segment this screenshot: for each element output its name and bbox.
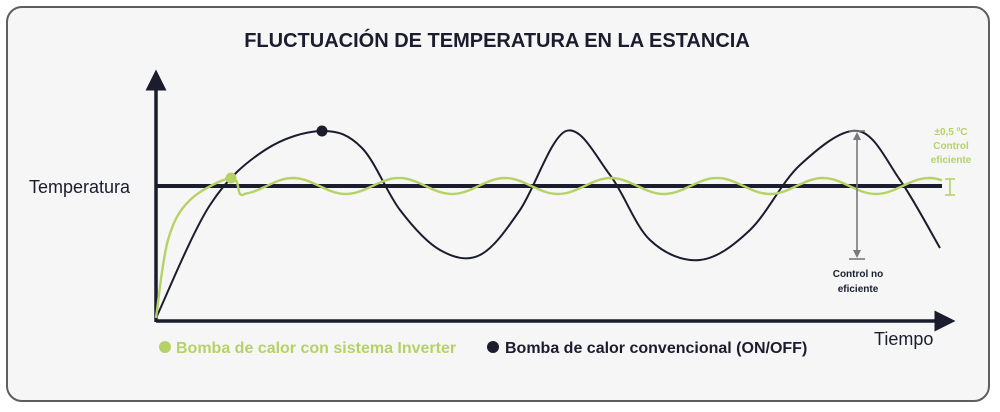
note-efficient-line3: eficiente: [931, 155, 972, 166]
chart-title: FLUCTUACIÓN DE TEMPERATURA EN LA ESTANCI…: [244, 28, 750, 52]
marker-inverter-peak: [225, 172, 237, 184]
y-axis-label: Temperatura: [29, 177, 131, 197]
note-efficient-line1: ±0,5 ºC: [934, 127, 967, 138]
note-inefficient-line1: Control no: [833, 269, 884, 280]
note-efficient-line2: Control: [933, 141, 969, 152]
marker-onoff-peak: [316, 125, 328, 137]
series-line-onoff: [155, 129, 941, 319]
legend-swatch-inverter: [159, 341, 171, 353]
series-line-inverter: [154, 176, 943, 319]
note-inefficient-line2: eficiente: [838, 284, 879, 295]
legend-swatch-onoff: [487, 341, 499, 353]
x-axis-label: Tiempo: [874, 329, 933, 349]
legend-label-inverter: Bomba de calor con sistema Inverter: [176, 340, 456, 357]
chart-card: [6, 6, 990, 402]
legend-label-onoff: Bomba de calor convencional (ON/OFF): [505, 340, 807, 357]
